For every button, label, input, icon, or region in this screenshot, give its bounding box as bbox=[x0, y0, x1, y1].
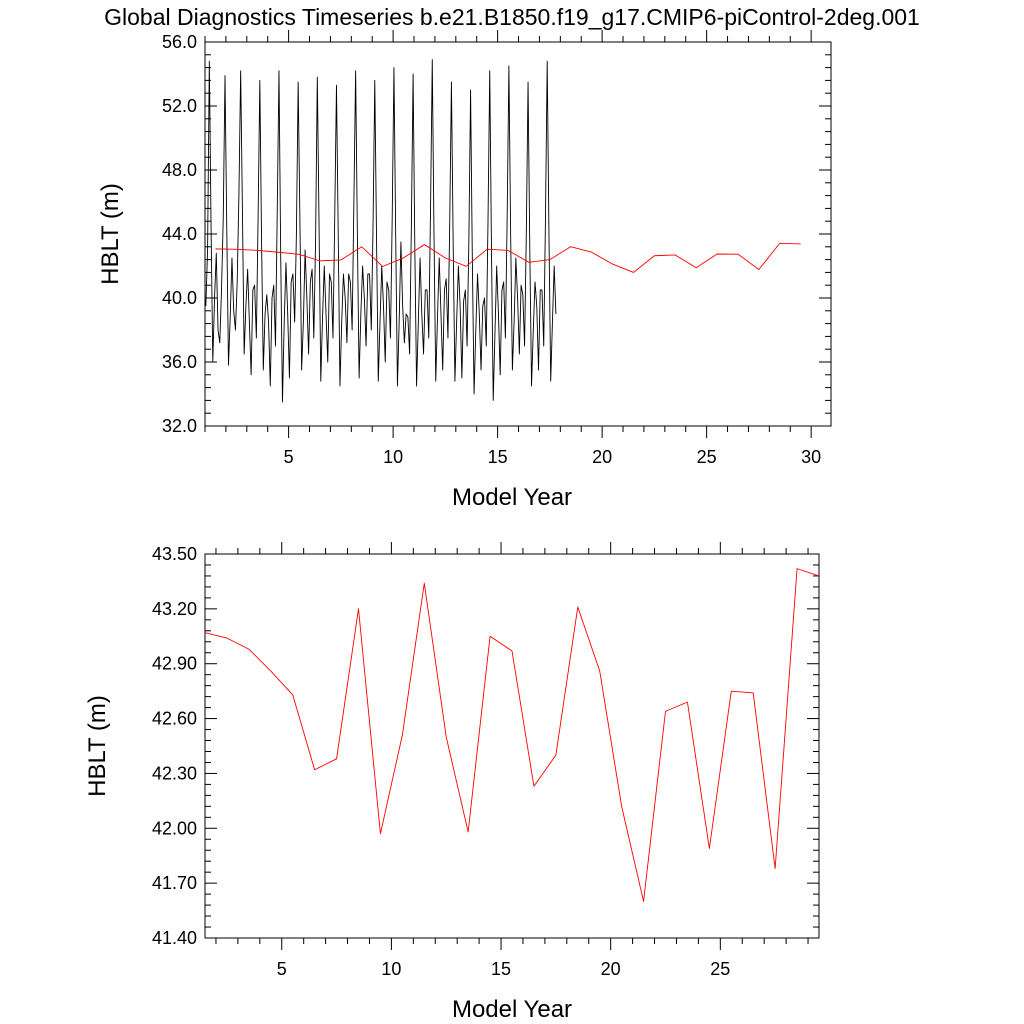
bottom-y-axis-label: HBLT (m) bbox=[84, 695, 111, 797]
y-tick-label: 48.0 bbox=[162, 160, 197, 180]
monthly-series-line bbox=[205, 59, 557, 403]
y-tick-label: 43.20 bbox=[152, 599, 197, 619]
x-tick-label: 20 bbox=[592, 447, 612, 467]
bottom-plot-x-tick-labels: 5 10 15 20 25 bbox=[277, 959, 731, 979]
chart-title: Global Diagnostics Timeseries b.e21.B185… bbox=[104, 4, 920, 30]
x-tick-label: 15 bbox=[491, 959, 511, 979]
bottom-plot: 41.40 41.70 42.00 42.30 42.60 42.90 43.20 43.50… bbox=[84, 542, 820, 1023]
bottom-plot-series bbox=[204, 568, 820, 902]
x-tick-label: 25 bbox=[697, 447, 717, 467]
x-tick-label: 30 bbox=[801, 447, 821, 467]
top-plot-frame bbox=[204, 41, 832, 427]
y-tick-label: 41.40 bbox=[152, 928, 197, 948]
bottom-plot-frame bbox=[204, 553, 820, 939]
x-tick-label: 5 bbox=[277, 959, 287, 979]
y-tick-label: 41.70 bbox=[152, 873, 197, 893]
annual-mean-line bbox=[204, 568, 820, 902]
y-tick-label: 44.0 bbox=[162, 224, 197, 244]
y-tick-label: 42.30 bbox=[152, 763, 197, 783]
top-plot-y-tick-labels: 32.0 36.0 40.0 44.0 48.0 52.0 56.0 bbox=[162, 32, 197, 436]
y-tick-label: 43.50 bbox=[152, 544, 197, 564]
y-tick-label: 40.0 bbox=[162, 288, 197, 308]
y-tick-label: 42.90 bbox=[152, 654, 197, 674]
y-tick-label: 36.0 bbox=[162, 352, 197, 372]
top-y-axis-label: HBLT (m) bbox=[97, 183, 124, 285]
top-plot: 32.0 36.0 40.0 44.0 48.0 52.0 56.0 5 10 15 20 25 30… bbox=[97, 30, 832, 511]
y-tick-label: 42.00 bbox=[152, 818, 197, 838]
top-plot-series bbox=[205, 59, 801, 403]
y-tick-label: 56.0 bbox=[162, 32, 197, 52]
x-tick-label: 10 bbox=[381, 959, 401, 979]
x-tick-label: 20 bbox=[601, 959, 621, 979]
y-tick-label: 42.60 bbox=[152, 709, 197, 729]
top-x-axis-label: Model Year bbox=[452, 484, 572, 511]
x-tick-label: 10 bbox=[383, 447, 403, 467]
y-tick-label: 32.0 bbox=[162, 416, 197, 436]
x-tick-label: 5 bbox=[284, 447, 294, 467]
top-plot-ticks bbox=[204, 30, 831, 438]
bottom-x-axis-label: Model Year bbox=[452, 996, 572, 1023]
annual-mean-line bbox=[215, 242, 801, 273]
x-tick-label: 15 bbox=[488, 447, 508, 467]
bottom-plot-ticks bbox=[205, 542, 819, 950]
y-tick-label: 52.0 bbox=[162, 96, 197, 116]
x-tick-label: 25 bbox=[710, 959, 730, 979]
bottom-plot-y-tick-labels: 41.40 41.70 42.00 42.30 42.60 42.90 43.20 43.50 bbox=[152, 544, 197, 948]
top-plot-x-tick-labels: 5 10 15 20 25 30 bbox=[284, 447, 822, 467]
